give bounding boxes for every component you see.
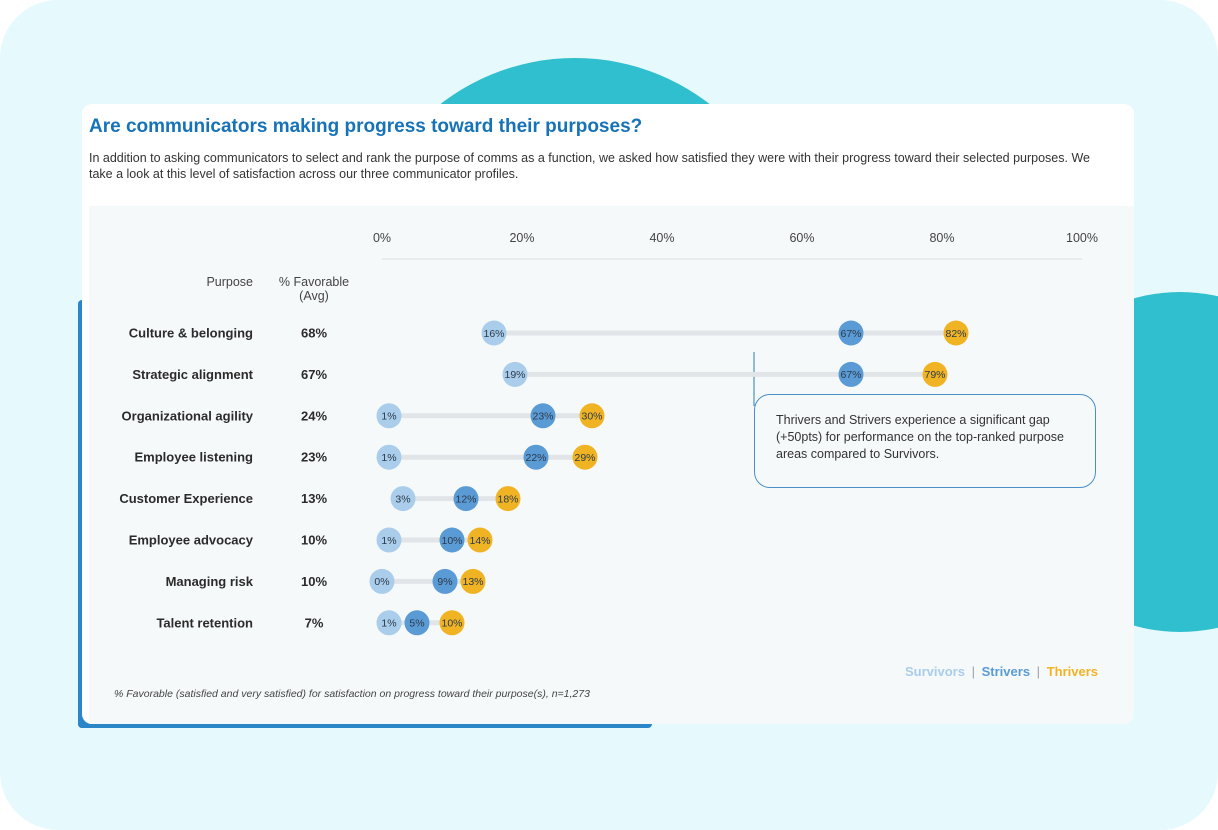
- dot-survivors: [376, 403, 402, 429]
- category-label: Employee advocacy: [129, 533, 254, 548]
- dot-label-survivors: 3%: [395, 493, 410, 505]
- dot-label-thrivers: 18%: [497, 493, 518, 505]
- callout-box: Thrivers and Strivers experience a signi…: [754, 394, 1096, 488]
- dot-label-strivers: 5%: [409, 618, 424, 630]
- favorable-value: 13%: [301, 491, 327, 506]
- category-label: Talent retention: [156, 615, 253, 630]
- category-label: Customer Experience: [119, 491, 253, 506]
- chart-legend: Survivors | Strivers | Thrivers: [905, 664, 1098, 679]
- dot-label-strivers: 12%: [455, 493, 476, 505]
- dot-label-survivors: 16%: [483, 328, 504, 340]
- dot-survivors: [376, 610, 402, 636]
- category-label: Organizational agility: [122, 408, 254, 423]
- dot-label-thrivers: 29%: [574, 452, 595, 464]
- infographic-card: Are communicators making progress toward…: [82, 104, 1134, 724]
- legend-separator: |: [971, 664, 975, 679]
- dot-label-strivers: 9%: [437, 576, 452, 588]
- dot-thrivers: [495, 486, 521, 512]
- dot-thrivers: [467, 527, 493, 553]
- footnote: % Favorable (satisfied and very satisfie…: [114, 688, 590, 700]
- dot-thrivers: [943, 320, 969, 346]
- favorable-value: 10%: [301, 574, 327, 589]
- dot-survivors: [390, 486, 416, 512]
- dot-label-survivors: 1%: [381, 618, 396, 630]
- dot-survivors: [376, 444, 402, 470]
- favorable-value: 67%: [301, 367, 327, 382]
- dot-thrivers: [572, 444, 598, 470]
- category-label: Strategic alignment: [132, 367, 253, 382]
- intro-paragraph: In addition to asking communicators to s…: [89, 151, 1090, 181]
- favorable-value: 10%: [301, 533, 327, 548]
- page-title: Are communicators making progress toward…: [89, 116, 643, 137]
- favorable-value: 23%: [301, 450, 327, 465]
- x-tick-label: 100%: [1066, 231, 1098, 245]
- dot-label-thrivers: 13%: [462, 576, 483, 588]
- x-tick-label: 0%: [373, 231, 391, 245]
- purpose-column-header: Purpose: [206, 275, 253, 289]
- dot-label-thrivers: 14%: [469, 535, 490, 547]
- chart-panel: 0% 20% 40% 60% 80% 100% Purpose % Favorable (Avg…: [89, 206, 1134, 724]
- dot-strivers: [453, 486, 479, 512]
- dot-survivors: [481, 320, 507, 346]
- x-tick-label: 20%: [509, 231, 534, 245]
- dot-survivors: [502, 361, 528, 387]
- dot-label-survivors: 0%: [374, 576, 389, 588]
- x-tick-label: 80%: [929, 231, 954, 245]
- dot-strivers: [432, 568, 458, 594]
- dot-thrivers: [439, 610, 465, 636]
- dot-label-survivors: 1%: [381, 452, 396, 464]
- category-label: Managing risk: [166, 574, 254, 589]
- dot-strivers: [523, 444, 549, 470]
- x-tick-label: 40%: [649, 231, 674, 245]
- legend-separator: |: [1036, 664, 1041, 679]
- category-label: Culture & belonging: [129, 326, 253, 341]
- dot-label-strivers: 67%: [840, 369, 861, 381]
- legend-thrivers: Thrivers: [1046, 664, 1098, 679]
- dot-label-strivers: 23%: [532, 411, 553, 423]
- dot-label-survivors: 1%: [381, 411, 396, 423]
- favorable-column-header-sub: (Avg): [299, 289, 329, 303]
- dot-label-strivers: 10%: [441, 535, 462, 547]
- dot-label-thrivers: 82%: [945, 328, 966, 340]
- dot-label-survivors: 19%: [504, 369, 525, 381]
- dot-strivers: [439, 527, 465, 553]
- legend-survivors: Survivors: [905, 664, 965, 679]
- dot-strivers: [404, 610, 430, 636]
- callout-text: Thrivers and Strivers experience a signi…: [776, 413, 1065, 461]
- favorable-value: 68%: [301, 326, 327, 341]
- dot-label-strivers: 22%: [525, 452, 546, 464]
- dot-label-thrivers: 10%: [441, 618, 462, 630]
- favorable-column-header: % Favorable: [279, 275, 349, 289]
- favorable-value: 24%: [301, 408, 327, 423]
- dot-plot-chart: 0% 20% 40% 60% 80% 100% Purpose % Favorable(Avg…: [119, 231, 1098, 636]
- dot-label-survivors: 1%: [381, 535, 396, 547]
- dot-strivers: [838, 361, 864, 387]
- dot-thrivers: [922, 361, 948, 387]
- dot-label-strivers: 67%: [840, 328, 861, 340]
- dot-strivers: [530, 403, 556, 429]
- x-tick-label: 60%: [789, 231, 814, 245]
- dot-label-thrivers: 30%: [581, 411, 602, 423]
- favorable-value: 7%: [305, 615, 324, 630]
- dot-survivors: [369, 568, 395, 594]
- legend-strivers: Strivers: [981, 664, 1031, 679]
- dot-thrivers: [579, 403, 605, 429]
- dot-survivors: [376, 527, 402, 553]
- dot-label-thrivers: 79%: [924, 369, 945, 381]
- category-label: Employee listening: [135, 450, 254, 465]
- dot-thrivers: [460, 568, 486, 594]
- dot-strivers: [838, 320, 864, 346]
